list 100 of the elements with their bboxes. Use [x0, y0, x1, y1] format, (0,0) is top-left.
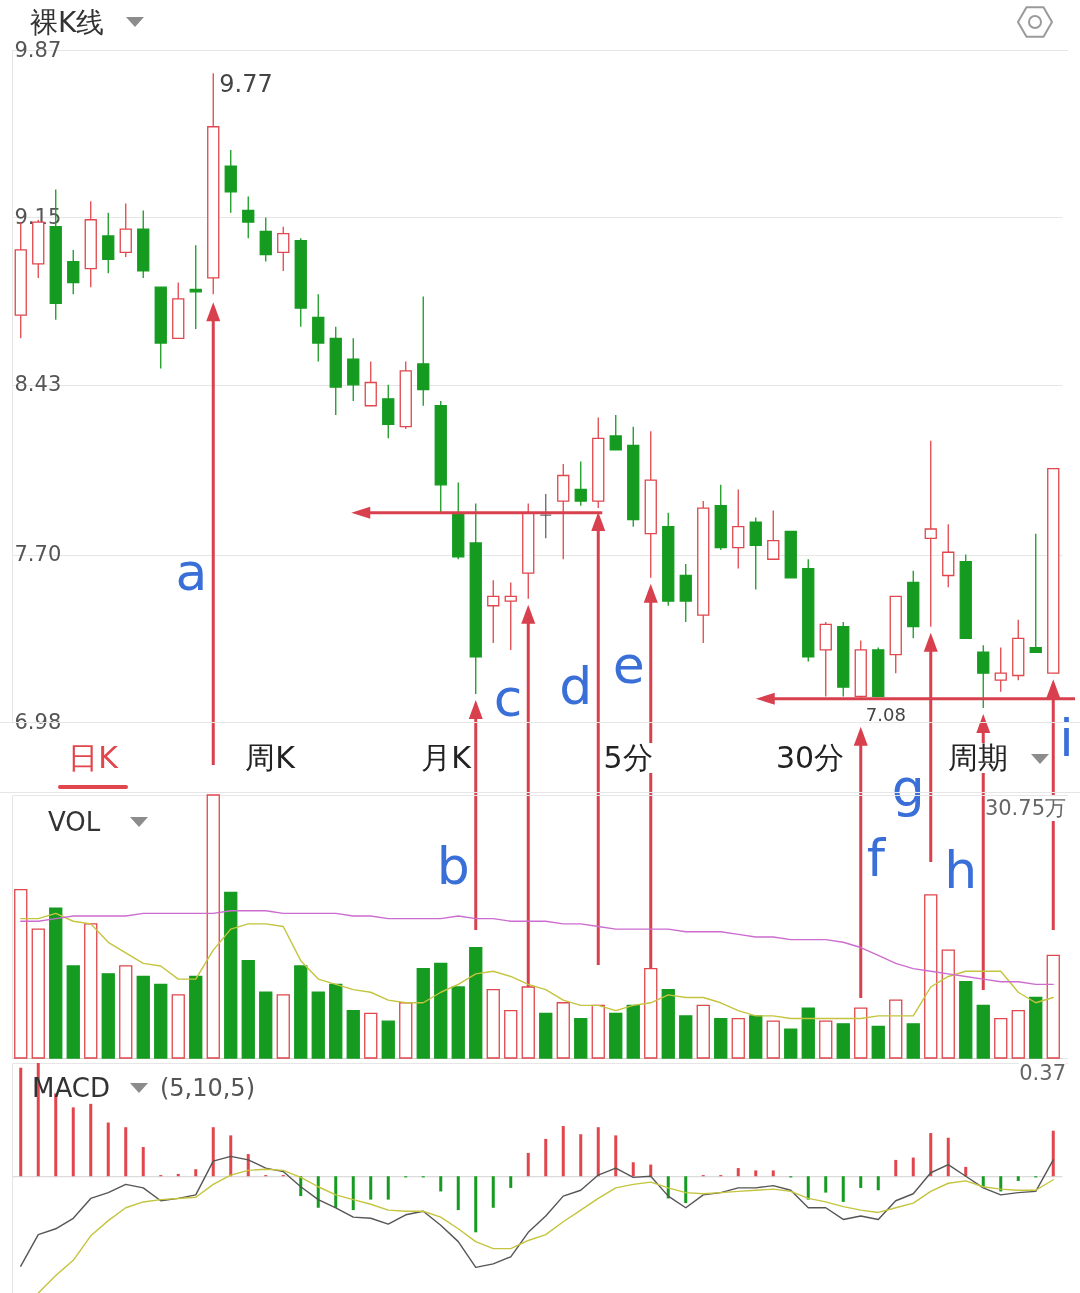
- bar: [1051, 1130, 1055, 1177]
- bar: [351, 1176, 355, 1211]
- annotation: h: [944, 840, 978, 900]
- bar: [994, 1017, 1008, 1059]
- bar: [579, 1134, 583, 1177]
- bar: [386, 1176, 390, 1200]
- bar: [259, 991, 273, 1059]
- bar: [626, 1004, 640, 1059]
- bar: [574, 1017, 588, 1059]
- bar: [824, 1176, 828, 1193]
- bar: [19, 1067, 23, 1177]
- bar: [119, 965, 133, 1059]
- bar: [1011, 1010, 1025, 1059]
- candlestick: [119, 202, 132, 258]
- bar: [894, 1159, 898, 1177]
- bar: [224, 891, 238, 1059]
- bar: [836, 1023, 850, 1059]
- bar: [976, 1004, 990, 1059]
- bar: [941, 949, 955, 1059]
- bar: [684, 1176, 688, 1204]
- bar: [771, 1170, 775, 1177]
- bar: [924, 894, 938, 1059]
- bar: [474, 1176, 478, 1233]
- annotation: b: [436, 836, 470, 896]
- bar: [334, 1176, 338, 1208]
- bar: [859, 1176, 863, 1188]
- bar: [854, 1007, 868, 1059]
- bar: [434, 962, 448, 1059]
- candlestick: [609, 414, 622, 451]
- candlestick: [277, 226, 290, 272]
- y-tick-label: 8.43: [14, 372, 62, 397]
- bar: [106, 1122, 110, 1177]
- y-tick-label: 7.70: [14, 542, 62, 567]
- chart-title: 裸K线: [30, 6, 105, 40]
- candlestick: [977, 644, 990, 709]
- bar: [316, 1176, 320, 1208]
- text: VOL: [48, 807, 101, 839]
- bar: [369, 1176, 373, 1200]
- candlestick: [487, 579, 500, 644]
- candlestick: [504, 581, 517, 651]
- annotation: 30.75万: [984, 796, 1066, 822]
- bar: [84, 923, 98, 1059]
- bar: [644, 967, 658, 1059]
- annotation: 0.37: [1019, 1061, 1066, 1087]
- candlestick: [574, 460, 587, 507]
- candlestick: [942, 523, 955, 588]
- bar: [171, 994, 185, 1059]
- bar: [491, 1176, 495, 1208]
- bar: [241, 960, 255, 1059]
- bar: [596, 1127, 600, 1177]
- bar: [141, 1147, 145, 1177]
- bar: [766, 1020, 780, 1059]
- bar: [66, 965, 80, 1059]
- bar: [911, 1157, 915, 1177]
- bar: [101, 973, 115, 1059]
- text: 30分: [774, 740, 846, 775]
- bar: [509, 1176, 513, 1188]
- annotation: f: [866, 828, 886, 888]
- bar: [451, 986, 465, 1059]
- bar: [206, 794, 220, 1059]
- bar: [329, 983, 343, 1059]
- candlestick: [67, 249, 80, 295]
- bar: [311, 991, 325, 1059]
- bar: [591, 1004, 605, 1059]
- bar: [276, 994, 290, 1059]
- bar: [71, 1107, 75, 1177]
- bar: [544, 1138, 548, 1177]
- bar: [526, 1152, 530, 1177]
- bar: [539, 1012, 553, 1059]
- bar: [806, 1176, 810, 1200]
- bar: [456, 1176, 460, 1211]
- bar: [696, 1004, 710, 1059]
- bar: [136, 975, 150, 1059]
- annotation: i: [1059, 708, 1074, 768]
- bar: [731, 1017, 745, 1059]
- candlestick: [1029, 533, 1042, 653]
- bar: [189, 975, 203, 1059]
- bar: [561, 1126, 565, 1177]
- text: 5分: [602, 740, 654, 775]
- bar: [1046, 954, 1060, 1059]
- bar: [556, 1002, 570, 1059]
- bar: [416, 967, 430, 1059]
- bar: [124, 1127, 128, 1177]
- bar: [749, 1015, 763, 1059]
- y-tick-label: 9.87: [14, 37, 62, 62]
- bar: [229, 1135, 233, 1177]
- candlestick: [767, 509, 780, 560]
- bar: [194, 1169, 198, 1177]
- bar: [364, 1012, 378, 1059]
- bar: [504, 1010, 518, 1059]
- bar: [31, 928, 45, 1059]
- bar: [14, 889, 28, 1059]
- bar: [889, 999, 903, 1059]
- bar: [754, 1170, 758, 1177]
- bar: [381, 1020, 395, 1059]
- bar: [906, 1023, 920, 1059]
- text: 日K: [67, 740, 119, 775]
- bar: [736, 1168, 740, 1177]
- bar: [346, 1010, 360, 1059]
- bar: [614, 1135, 618, 1177]
